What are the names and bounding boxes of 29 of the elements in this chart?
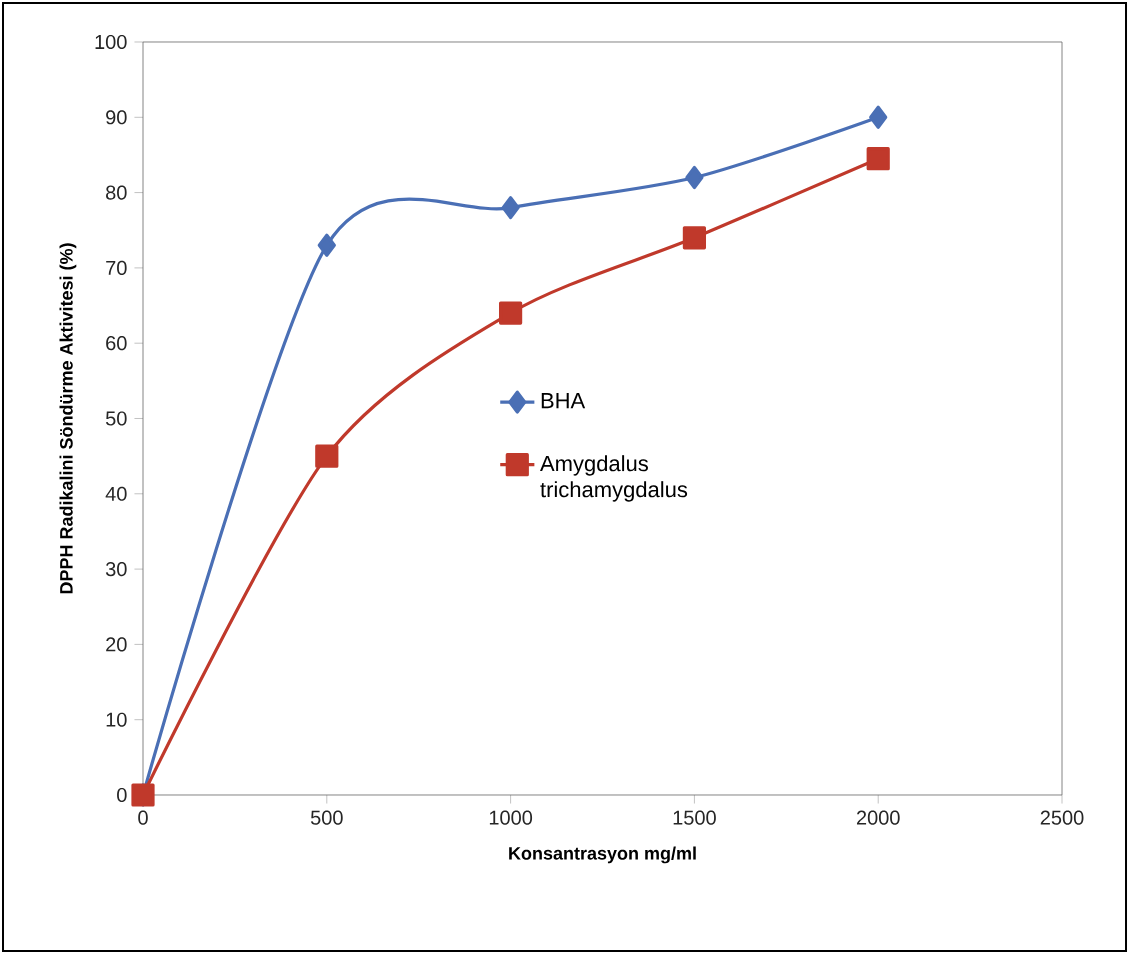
point [501, 196, 520, 220]
legend-label: Amygdalus trichamygdalus [540, 455, 688, 502]
y-tick-label: 60 [106, 336, 127, 351]
x-tick-label: 0 [138, 810, 148, 825]
y-tick-label: 10 [106, 712, 127, 727]
y-tick-label: 30 [105, 562, 127, 577]
x-axis-title: Konsantrasyon mg/ml [509, 846, 696, 864]
x-tick-label: 2500 [1040, 810, 1084, 825]
y-tick-label: 70 [106, 260, 127, 275]
x-tick-label: 1500 [673, 810, 716, 825]
point [866, 147, 890, 171]
y-tick-label: 90 [106, 110, 127, 125]
y-tick-label: 100 [95, 34, 127, 50]
y-tick-label: 0 [117, 787, 127, 803]
point [682, 226, 707, 250]
point [315, 444, 339, 468]
point [499, 301, 523, 325]
y-axis-title: DPPH Radikalini Söndürme Aktivitesi (%) [59, 243, 77, 594]
y-tick-label: 50 [105, 411, 127, 426]
point [685, 165, 704, 190]
y-tick-label: 40 [105, 486, 127, 501]
x-tick-label: 500 [310, 810, 343, 825]
point [869, 105, 888, 129]
x-tick-label: 2000 [856, 810, 900, 825]
legend-label: BHA [541, 393, 586, 409]
x-tick-label: 1000 [489, 810, 533, 825]
point [317, 233, 336, 257]
y-tick-label: 80 [106, 185, 127, 200]
y-tick-label: 20 [106, 637, 127, 652]
